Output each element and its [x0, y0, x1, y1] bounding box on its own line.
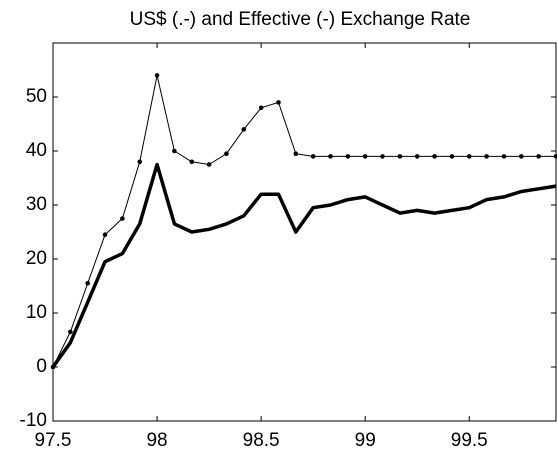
x-tick-label: 97.5 [35, 430, 72, 451]
point [432, 154, 437, 159]
x-tick-label: 98.5 [243, 430, 280, 451]
point [466, 154, 472, 159]
y-tick-label: 50 [26, 86, 47, 107]
point [310, 154, 316, 159]
chart-title: US$ (.-) and Effective (-) Exchange Rate [130, 9, 471, 30]
x-tick-label: 99 [355, 430, 376, 451]
y-tick-label: 20 [26, 248, 47, 269]
point [68, 329, 73, 335]
y-tick-label: 40 [26, 140, 47, 161]
plot-frame [52, 42, 557, 422]
point [102, 232, 108, 237]
point [345, 154, 351, 159]
point [414, 154, 420, 159]
y-tick-label: -10 [20, 410, 47, 431]
point [484, 154, 489, 159]
point [519, 154, 524, 159]
point [380, 154, 385, 159]
point [328, 154, 333, 159]
point [258, 105, 264, 111]
y-tick-label: 0 [36, 356, 47, 377]
x-tick-label: 99.5 [451, 430, 488, 451]
point [172, 148, 177, 154]
point [397, 154, 403, 159]
point [137, 159, 143, 165]
point [224, 151, 229, 156]
y-tick-label: 30 [26, 194, 47, 215]
series-line [51, 162, 557, 369]
point [276, 100, 281, 105]
point [154, 73, 160, 78]
point [293, 151, 299, 156]
x-tick-label: 98 [146, 430, 167, 451]
y-tick-label: 10 [26, 302, 47, 323]
series-line [52, 74, 556, 368]
point [189, 159, 195, 165]
point [241, 127, 247, 132]
point [206, 162, 212, 167]
point [536, 154, 541, 159]
point [362, 154, 368, 159]
point [85, 281, 90, 286]
point [501, 154, 507, 159]
point [120, 216, 125, 221]
point [449, 154, 455, 159]
point [553, 154, 557, 159]
